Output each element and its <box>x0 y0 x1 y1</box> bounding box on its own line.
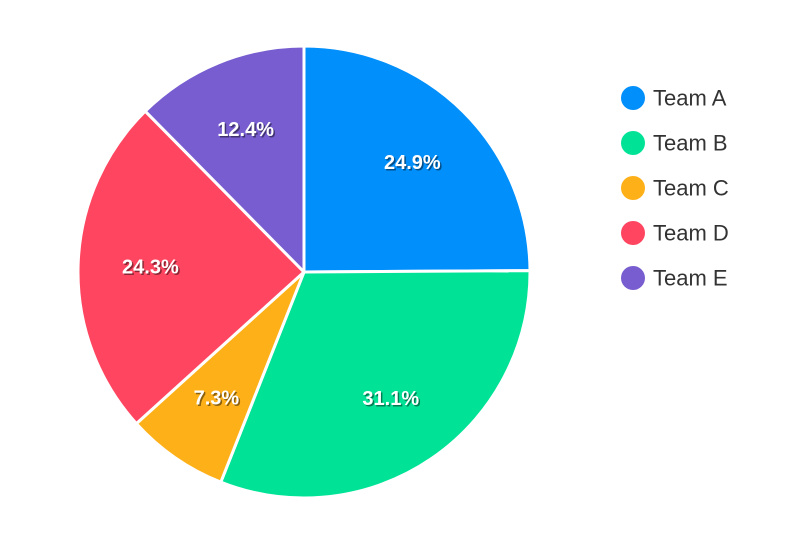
data-label-team-b: 31.1% <box>362 388 419 410</box>
data-label-shadow: 24.3% <box>124 258 181 280</box>
legend-label: Team D <box>653 221 729 246</box>
data-label-team-d: 24.3% <box>122 257 179 279</box>
data-label-team-c: 7.3% <box>194 387 240 409</box>
legend-item-team-b[interactable]: Team B <box>621 131 728 156</box>
legend-marker <box>621 176 645 200</box>
legend-marker <box>621 131 645 155</box>
data-label-shadow: 31.1% <box>364 389 421 411</box>
legend-item-team-d[interactable]: Team D <box>621 221 729 246</box>
legend: Team A Team B Team C Team D Team E <box>621 86 729 291</box>
pie-slice-team-c[interactable] <box>134 270 306 484</box>
legend-label: Team B <box>653 131 728 156</box>
legend-label: Team C <box>653 176 729 201</box>
legend-marker <box>621 221 645 245</box>
pie-slice-team-a[interactable] <box>302 44 532 274</box>
legend-item-team-a[interactable]: Team A <box>621 86 727 111</box>
legend-item-team-e[interactable]: Team E <box>621 266 728 291</box>
legend-marker <box>621 266 645 290</box>
data-label-team-e: 12.4% <box>217 119 274 141</box>
legend-item-team-c[interactable]: Team C <box>621 176 729 201</box>
data-label-team-a: 24.9% <box>384 152 441 174</box>
pie-slice-team-b[interactable] <box>219 269 532 500</box>
data-label-shadow: 24.9% <box>385 153 442 175</box>
data-label-shadow: 7.3% <box>195 389 241 411</box>
data-label-shadow: 12.4% <box>219 120 276 142</box>
legend-label: Team A <box>653 86 727 111</box>
pie-slice-team-e[interactable] <box>143 44 306 274</box>
pie-slice-team-d[interactable] <box>76 109 306 426</box>
legend-label: Team E <box>653 266 728 291</box>
pie-data-labels: 24.9%24.9%31.1%31.1%7.3%7.3%24.3%24.3%12… <box>122 119 442 411</box>
legend-marker <box>621 86 645 110</box>
pie-slices <box>76 44 532 500</box>
